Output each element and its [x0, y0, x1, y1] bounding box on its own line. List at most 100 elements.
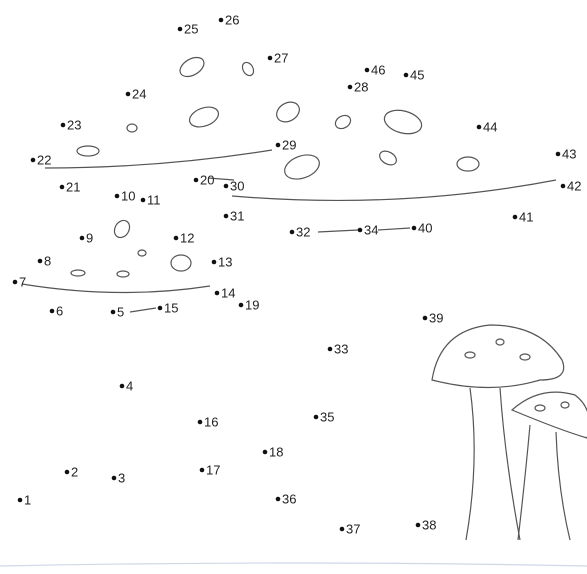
- dot: [415, 522, 421, 528]
- spot: [560, 401, 570, 409]
- dot-number: 8: [44, 253, 51, 268]
- dot-number: 1: [24, 492, 31, 507]
- spot: [495, 338, 505, 346]
- dot: [364, 67, 370, 73]
- bottom-edge: [0, 562, 587, 567]
- dot-number: 4: [126, 378, 133, 393]
- dot-number: 22: [37, 152, 51, 167]
- cap-line: [21, 283, 211, 294]
- mushroom-cap: [431, 324, 565, 389]
- dot-number: 11: [147, 192, 161, 207]
- dot: [223, 183, 229, 189]
- dot-number: 41: [519, 209, 533, 224]
- dot: [238, 302, 244, 308]
- dot-number: 19: [245, 297, 259, 312]
- dot: [275, 142, 281, 148]
- dot: [555, 151, 561, 157]
- dot: [59, 184, 65, 190]
- spot: [534, 404, 546, 412]
- dot: [214, 290, 220, 296]
- dot-number: 31: [230, 208, 244, 223]
- dot: [177, 26, 183, 32]
- cap-line: [317, 227, 411, 233]
- dot: [140, 197, 146, 203]
- dot-number: 46: [371, 62, 385, 77]
- dot: [199, 467, 205, 473]
- spot: [284, 154, 320, 180]
- dot-number: 30: [230, 178, 244, 193]
- dot-number: 38: [422, 517, 436, 532]
- cap-line: [129, 307, 157, 313]
- dot: [79, 235, 85, 241]
- dot: [422, 315, 428, 321]
- mushroom-cap: [510, 391, 587, 439]
- dot: [560, 183, 566, 189]
- dot: [111, 475, 117, 481]
- cap-line: [44, 149, 273, 169]
- spot: [464, 351, 476, 359]
- mushroom-stem: [517, 424, 571, 541]
- dot: [267, 55, 273, 61]
- dot-number: 34: [364, 222, 378, 237]
- dot: [125, 91, 131, 97]
- spot: [276, 101, 300, 123]
- dot: [476, 124, 482, 130]
- dot: [119, 383, 125, 389]
- dot: [357, 227, 363, 233]
- dot-number: 3: [118, 470, 125, 485]
- spot: [241, 61, 255, 77]
- dot-number: 39: [429, 310, 443, 325]
- dot-number: 28: [354, 79, 368, 94]
- dot-number: 24: [132, 86, 146, 101]
- dot-number: 29: [282, 137, 296, 152]
- dot-number: 7: [19, 274, 26, 289]
- cap-line: [231, 179, 557, 202]
- dot: [289, 229, 295, 235]
- dot: [313, 414, 319, 420]
- dot: [327, 346, 333, 352]
- spot: [519, 353, 531, 361]
- dot-number: 44: [483, 119, 497, 134]
- spot: [188, 106, 220, 128]
- dot-number: 43: [562, 146, 576, 161]
- dot-number: 9: [86, 230, 93, 245]
- dot: [211, 259, 217, 265]
- dot-number: 33: [334, 341, 348, 356]
- dot-number: 15: [164, 300, 178, 315]
- dot: [197, 419, 203, 425]
- spot: [383, 109, 423, 135]
- dot: [193, 177, 199, 183]
- dot-number: 14: [221, 285, 235, 300]
- dot: [173, 235, 179, 241]
- dot-number: 2: [71, 464, 78, 479]
- dot-number: 40: [418, 220, 432, 235]
- dot-number: 18: [269, 444, 283, 459]
- dot-number: 25: [184, 21, 198, 36]
- dot-number: 17: [206, 462, 220, 477]
- dot: [218, 17, 224, 23]
- spot: [456, 156, 480, 172]
- spot: [179, 56, 205, 78]
- spot: [137, 249, 147, 257]
- spot: [170, 254, 192, 272]
- mushroom-stem: [465, 387, 521, 541]
- dot: [114, 193, 120, 199]
- dot: [60, 122, 66, 128]
- spot: [76, 145, 100, 157]
- dot: [17, 497, 23, 503]
- dot-number: 10: [121, 188, 135, 203]
- dot-number: 5: [117, 304, 124, 319]
- dot-number: 27: [274, 50, 288, 65]
- dot-number: 13: [218, 254, 232, 269]
- dot: [37, 258, 43, 264]
- dot: [403, 72, 409, 78]
- dot-number: 36: [282, 491, 296, 506]
- dot: [512, 214, 518, 220]
- spot: [379, 150, 397, 166]
- dot: [110, 309, 116, 315]
- dot-number: 6: [56, 303, 63, 318]
- dot-number: 16: [204, 414, 218, 429]
